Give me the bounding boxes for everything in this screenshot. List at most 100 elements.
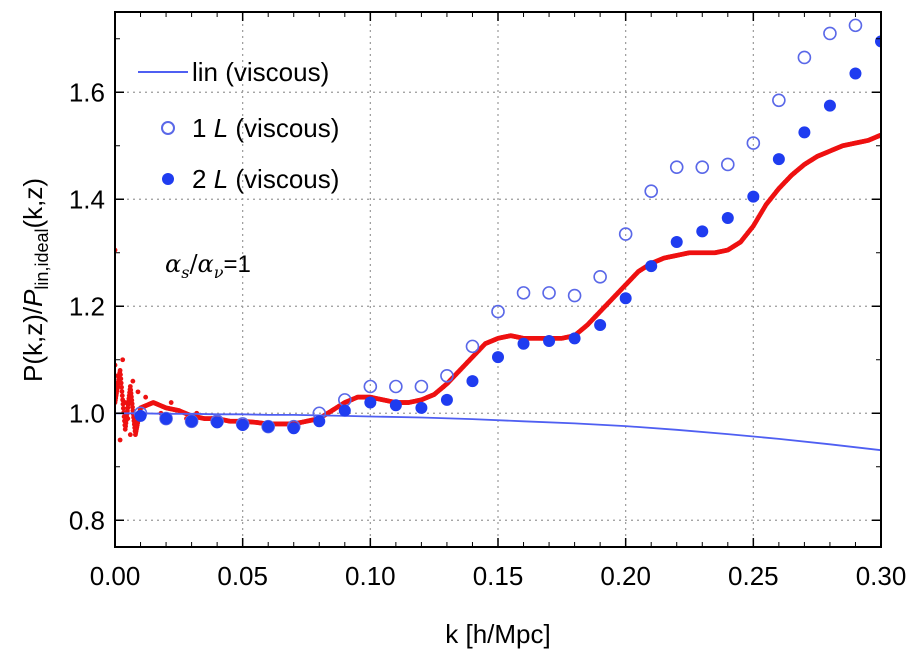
two-loop-point <box>492 351 504 364</box>
simulation-point <box>119 393 125 399</box>
simulation-scatter-point <box>115 373 120 379</box>
one-loop-point <box>542 286 556 300</box>
alpha-ratio-annotation: αs/αν=1 <box>165 250 251 282</box>
legend-marker-1loop <box>161 121 175 135</box>
two-loop-point <box>747 190 760 203</box>
two-loop-point <box>440 393 453 406</box>
one-loop-point <box>695 160 710 174</box>
two-loop-point <box>466 375 479 388</box>
one-loop-point <box>363 379 378 394</box>
two-loop-point <box>338 404 351 417</box>
x-tick-label: 0.25 <box>728 561 779 591</box>
two-loop-point <box>236 419 249 432</box>
simulation-point <box>118 376 124 382</box>
legend-2loop-post: (viscous) <box>228 164 339 194</box>
lin-viscous-line <box>115 412 881 452</box>
series-layer <box>115 18 881 452</box>
legend: lin (viscous) 1 L (viscous) 2 L (viscous… <box>138 57 339 194</box>
legend-2loop-pre: 2 <box>192 164 214 194</box>
one-loop-point <box>491 304 505 319</box>
simulation-scatter-point <box>143 394 149 400</box>
simulation-point <box>120 405 126 411</box>
y-tick-label: 0.8 <box>69 505 105 535</box>
simulation-scatter-point <box>168 400 174 405</box>
grid <box>115 12 881 547</box>
two-loop-point <box>211 416 224 429</box>
two-loop-point <box>645 260 658 273</box>
y-axis-label-italic: P <box>18 289 48 307</box>
y-tick-label: 1.2 <box>69 291 105 321</box>
two-loop-point <box>160 412 173 425</box>
simulation-point <box>118 380 124 386</box>
simulation-point <box>119 389 125 394</box>
simulation-scatter-point <box>135 389 141 395</box>
one-loop-point <box>618 227 633 241</box>
simulation-point <box>117 368 123 373</box>
two-loop-point <box>364 396 377 409</box>
one-loop-point <box>644 184 659 199</box>
one-loop-point <box>516 286 531 300</box>
simulation-point <box>119 384 124 390</box>
legend-label-1loop: 1 L (viscous) <box>192 113 339 143</box>
one-loop-point <box>772 93 786 108</box>
one-loop-point <box>465 339 480 354</box>
simulation-scatter-point <box>120 357 126 363</box>
simulation-scatter-point <box>122 400 128 405</box>
annot-sub-s: s <box>181 263 189 282</box>
one-loop-point <box>593 270 607 284</box>
one-loop-point <box>720 157 735 172</box>
two-loop-point <box>619 292 632 305</box>
two-loop-point <box>823 99 836 112</box>
annot-sub-v: ν <box>214 263 224 282</box>
x-tick-label: 0.10 <box>345 561 396 591</box>
legend-marker-2loop <box>162 173 174 185</box>
legend-label-lin: lin (viscous) <box>192 57 329 87</box>
x-tick-label: 0.30 <box>856 561 907 591</box>
two-loop-point <box>313 415 326 428</box>
legend-1loop-italic: L <box>214 113 228 143</box>
two-loop-point <box>517 337 530 350</box>
x-tick-label: 0.15 <box>473 561 524 591</box>
y-axis-label-subscript: lin,ideal <box>32 229 52 290</box>
y-axis-label-main: P(k,z)/ <box>18 306 48 382</box>
simulation-scatter-point <box>127 432 133 438</box>
two-loop-point <box>389 399 402 412</box>
one-loop-point <box>414 379 429 394</box>
two-loop-point <box>721 211 734 224</box>
one-loop-point <box>797 50 812 65</box>
two-loop-point <box>185 415 198 428</box>
one-loop-point <box>746 136 761 150</box>
two-loop-point <box>849 67 862 80</box>
legend-2loop-italic: L <box>214 164 228 194</box>
annot-alpha-v: α <box>198 250 214 278</box>
one-loop-point <box>440 368 454 383</box>
y-tick-label: 1.4 <box>69 184 105 214</box>
one-loop-point <box>848 18 863 33</box>
y-axis-label-tail: (k,z) <box>18 178 48 229</box>
x-tick-label: 0.05 <box>217 561 268 591</box>
two-loop-point <box>287 422 300 435</box>
x-tick-label: 0.00 <box>90 561 141 591</box>
simulation-scatter-point <box>125 416 131 421</box>
annot-slash: / <box>189 250 198 278</box>
y-tick-label: 1.0 <box>69 398 105 428</box>
one-loop-point <box>567 288 582 303</box>
two-loop-point <box>772 153 785 166</box>
two-loop-point <box>594 318 607 331</box>
two-loop-point <box>543 335 556 348</box>
two-loop-point <box>670 236 683 249</box>
annot-eq: =1 <box>223 251 250 278</box>
one-loop-point <box>389 379 403 394</box>
one-loop-point <box>823 26 837 41</box>
annot-alpha-s: α <box>165 250 181 278</box>
simulation-scatter-point <box>133 421 138 427</box>
x-axis-label: k [h/Mpc] <box>445 619 550 649</box>
two-loop-point <box>798 126 811 139</box>
legend-label-2loop: 2 L (viscous) <box>192 164 339 194</box>
two-loop-point <box>262 420 275 433</box>
one-loop-point <box>669 160 684 174</box>
legend-1loop-post: (viscous) <box>228 113 339 143</box>
y-tick-label: 1.6 <box>69 77 105 107</box>
two-loop-point <box>568 332 581 345</box>
